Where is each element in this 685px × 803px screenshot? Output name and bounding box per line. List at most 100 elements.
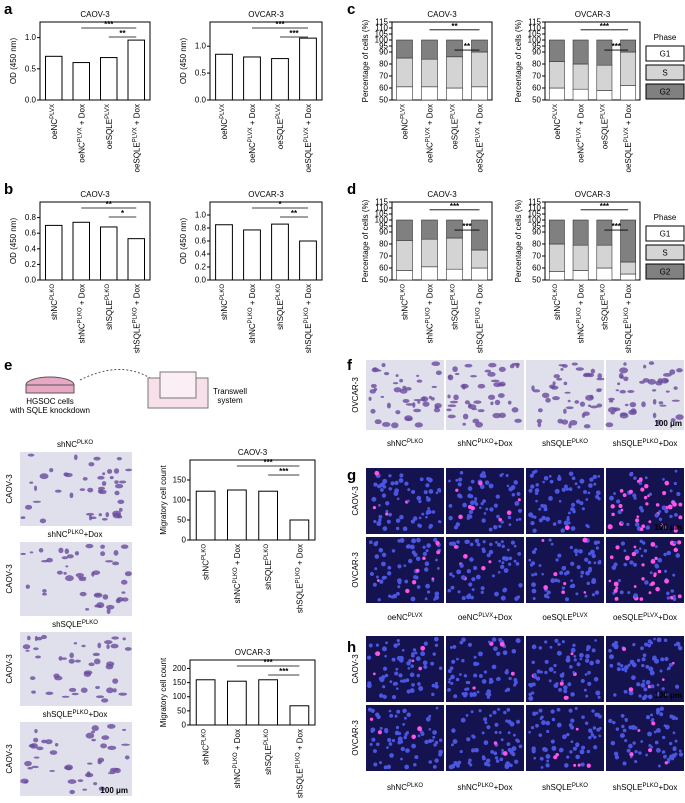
nucleus [570,740,574,744]
x-tick-label-part: + Dox [476,284,485,307]
cell [416,374,420,377]
nucleus [473,655,477,659]
cell [373,367,377,372]
nucleus [609,663,614,668]
nucleus [387,571,392,576]
nucleus [500,738,504,742]
nucleus [402,708,407,714]
nucleus [391,549,396,553]
cell [106,644,110,650]
x-tick-label: oeSQLEPLVX [276,104,285,149]
nucleus [650,559,656,564]
nucleus [637,729,641,732]
cell [121,597,129,602]
nucleus [399,473,404,478]
nucleus [551,745,557,751]
nucleus [558,687,563,692]
nucleus [628,687,634,692]
cell [571,362,578,366]
x-tick-label-part: + Dox [233,544,242,567]
nucleus [435,558,438,562]
nucleus [548,538,552,542]
nucleus [515,518,519,522]
nucleus [451,728,456,733]
y-tick-label: 70 [532,72,541,81]
nucleus [628,743,633,749]
bar [215,53,233,101]
cell [659,404,667,407]
nucleus [406,712,411,718]
cell [54,675,63,681]
x-tick-label-part: PLKO [553,284,559,300]
nucleus [391,738,396,743]
image-title: shNCPLKO+Dox [48,530,103,539]
nucleus [638,751,642,755]
nucleus [544,659,549,664]
nucleus [395,526,400,531]
nucleus [397,740,402,745]
nucleus [375,541,379,545]
nucleus [560,528,565,533]
nucleus [412,516,418,521]
nucleus [478,674,483,678]
nucleus [499,757,504,762]
nucleus [376,521,382,527]
x-tick-label-part: PLKO [50,284,56,300]
cell [45,739,53,745]
nucleus [676,491,681,497]
nucleus [587,491,591,495]
cell [561,419,569,425]
cell [605,422,614,428]
cell [34,635,38,642]
nucleus [369,742,373,747]
nucleus [662,490,667,496]
nucleus [506,742,511,747]
caption-part: oeNC [387,613,408,622]
nucleus [608,654,614,660]
x-tick-label-part: PLVX [248,127,254,142]
nucleus [488,527,493,532]
x-tick-label-part: shSQLE [451,300,460,330]
cell [413,398,423,402]
cell [33,647,39,651]
nucleus [661,687,665,691]
nucleus [645,664,650,669]
nucleus [502,650,508,656]
cell [402,398,410,403]
cell [36,636,43,641]
cell [615,389,620,392]
nucleus [514,500,520,506]
cell [112,688,117,693]
nucleus [432,652,436,656]
nucleus [644,642,649,647]
nucleus [657,557,663,563]
cell [395,374,399,377]
nucleus [375,651,381,657]
y-tick-label: 0.8 [195,224,207,233]
nucleus [621,667,625,672]
nucleus [514,596,519,601]
nucleus [458,494,463,499]
nucleus [386,746,389,750]
cell [548,384,556,389]
micrograph [366,636,444,702]
nucleus [592,726,597,730]
nucleus [588,735,592,740]
cell [447,414,456,419]
nucleus [418,499,422,504]
nucleus [396,709,401,714]
panel-label: a [4,1,13,18]
nucleus [545,516,551,522]
nucleus [619,590,624,595]
x-tick-label: shSQLEPLKO [264,544,273,590]
bar-segment [396,86,413,101]
legend-swatch [645,244,685,261]
nucleus [449,666,454,671]
nucleus [427,477,433,483]
nucleus [532,596,536,601]
nucleus [447,687,451,692]
nucleus [627,663,631,667]
cell [112,561,120,566]
nucleus [654,545,658,549]
caption-part: shSQLE [613,439,643,448]
